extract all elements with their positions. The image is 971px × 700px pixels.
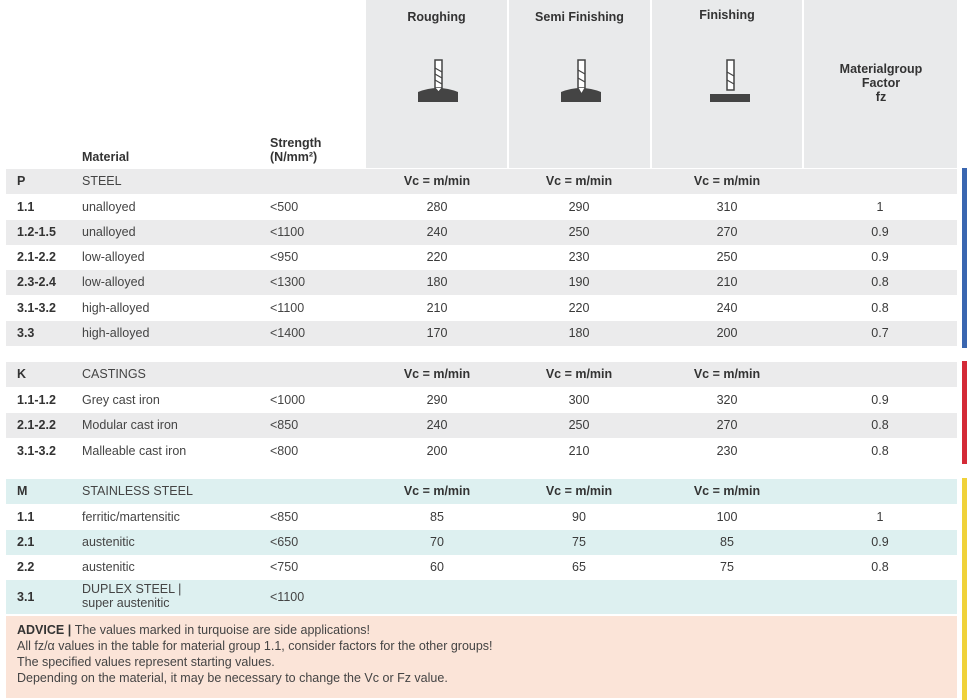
table-row: 3.1-3.2 high-alloyed <1100 210 220 240 0… [6, 296, 957, 321]
materialgroup-factor-header: Materialgroup Factor fz [839, 62, 923, 104]
finishing-header: Finishing [699, 8, 755, 22]
finishing-endmill-icon [710, 59, 750, 102]
stainless-color-bar [962, 478, 967, 700]
table-row: 3.3 high-alloyed <1400 170 180 200 0.7 [6, 321, 957, 346]
table-row: 3.1-3.2 Malleable cast iron <800 200 210… [6, 439, 957, 464]
table-row: 3.1 DUPLEX STEEL | super austenitic <110… [6, 580, 957, 614]
table-row: 2.3-2.4 low-alloyed <1300 180 190 210 0.… [6, 270, 957, 295]
roughing-endmill-icon [418, 59, 458, 102]
semi-finishing-endmill-icon [561, 59, 601, 102]
steel-group-header: P STEEL Vc = m/min Vc = m/min Vc = m/min [6, 169, 957, 194]
table-row: 2.1 austenitic <650 70 75 85 0.9 [6, 530, 957, 555]
steel-color-bar [962, 168, 967, 348]
duplex-material-label: DUPLEX STEEL | super austenitic [82, 582, 182, 610]
table-row: 2.2 austenitic <750 60 65 75 0.8 [6, 555, 957, 580]
advice-box: ADVICE | The values marked in turquoise … [6, 616, 957, 698]
advice-title: ADVICE [17, 623, 65, 637]
strength-header: Strength (N/mm²) [270, 136, 322, 164]
castings-color-bar [962, 361, 967, 464]
table-row: 1.2-1.5 unalloyed <1100 240 250 270 0.9 [6, 220, 957, 245]
table-row: 1.1 ferritic/martensitic <850 85 90 100 … [6, 505, 957, 530]
semi-finishing-header: Semi Finishing [535, 10, 624, 24]
table-row: 2.1-2.2 Modular cast iron <850 240 250 2… [6, 413, 957, 438]
castings-group-header: K CASTINGS Vc = m/min Vc = m/min Vc = m/… [6, 362, 957, 387]
materialgroup-header-bg [804, 0, 957, 168]
table-row: 1.1 unalloyed <500 280 290 310 1 [6, 195, 957, 220]
material-header: Material [82, 150, 130, 164]
table-row: 2.1-2.2 low-alloyed <950 220 230 250 0.9 [6, 245, 957, 270]
table-row: 1.1-1.2 Grey cast iron <1000 290 300 320… [6, 388, 957, 413]
stainless-group-header: M STAINLESS STEEL Vc = m/min Vc = m/min … [6, 479, 957, 504]
roughing-header: Roughing [407, 10, 466, 24]
